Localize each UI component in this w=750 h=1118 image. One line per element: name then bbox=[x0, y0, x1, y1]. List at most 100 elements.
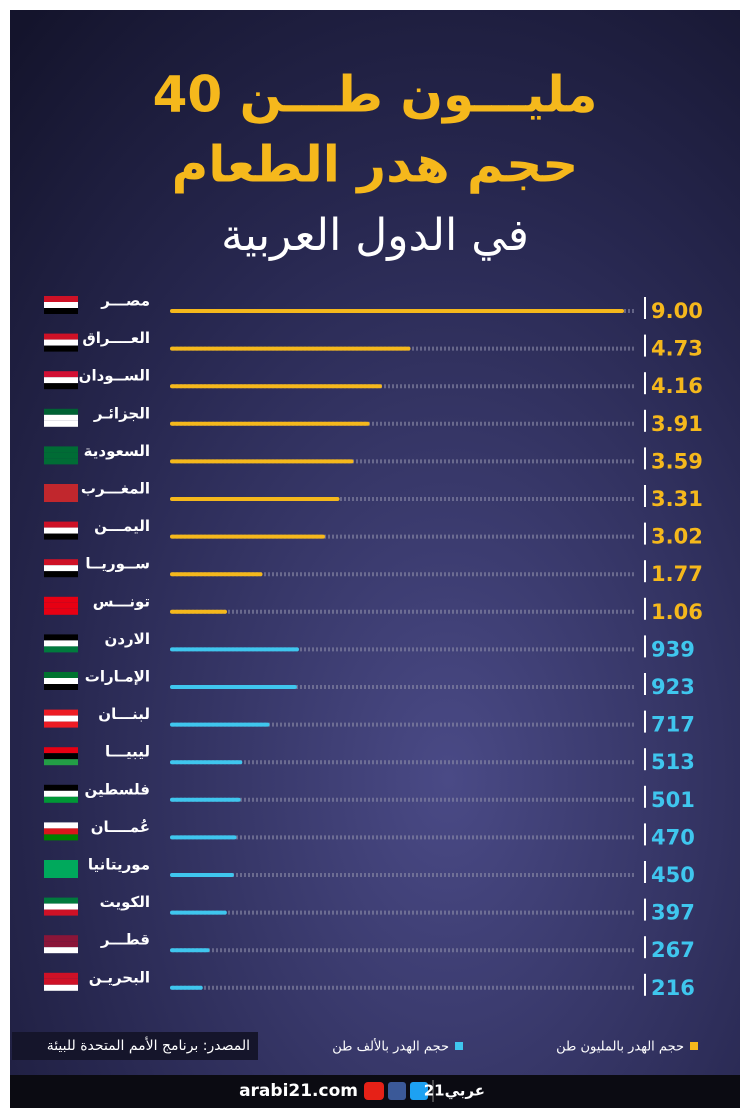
flag-stripe bbox=[44, 759, 78, 766]
value-label: 3.02 bbox=[651, 525, 703, 549]
flag-stripe bbox=[44, 496, 78, 502]
value-label: 1.06 bbox=[651, 600, 703, 624]
flag-stripe bbox=[44, 866, 78, 872]
title-line: حجم هدر الطعام bbox=[172, 136, 579, 194]
flag-stripe bbox=[44, 383, 78, 390]
value-label: 3.91 bbox=[651, 412, 703, 436]
flag-stripe bbox=[44, 672, 78, 678]
legend-swatch bbox=[690, 1042, 698, 1050]
country-label: العــــراق bbox=[82, 329, 150, 347]
flag-stripe bbox=[44, 345, 78, 352]
flag-stripe bbox=[44, 828, 78, 835]
country-label: البحريـن bbox=[89, 968, 150, 986]
country-label: الاردن bbox=[105, 630, 150, 648]
value-label: 923 bbox=[651, 675, 695, 699]
flag-stripe bbox=[44, 721, 78, 728]
flag-stripe bbox=[44, 559, 78, 566]
title-line: في الدول العربية bbox=[221, 210, 529, 261]
flag-stripe bbox=[44, 446, 78, 453]
flag-stripe bbox=[44, 596, 78, 603]
flag-stripe bbox=[44, 640, 78, 647]
flag-stripe bbox=[44, 860, 78, 866]
flag-stripe bbox=[44, 947, 78, 954]
value-label: 501 bbox=[651, 788, 695, 812]
value-label: 397 bbox=[651, 901, 695, 925]
flag-stripe bbox=[44, 747, 78, 754]
country-label: تونـــس bbox=[93, 592, 150, 610]
value-label: 1.77 bbox=[651, 562, 703, 586]
country-label: فلسطين bbox=[85, 780, 150, 798]
value-label: 939 bbox=[651, 637, 695, 661]
flag-stripe bbox=[44, 308, 78, 314]
flag-stripe bbox=[44, 984, 78, 991]
flag-stripe bbox=[44, 822, 78, 829]
flag-stripe bbox=[44, 715, 78, 722]
value-label: 717 bbox=[651, 713, 695, 737]
facebook-icon bbox=[388, 1082, 406, 1100]
flag-stripe bbox=[44, 978, 78, 985]
flag-stripe bbox=[44, 377, 78, 384]
country-label: موريتانيا bbox=[88, 856, 150, 874]
country-label: لبنـــان bbox=[98, 705, 150, 723]
value-label: 9.00 bbox=[651, 299, 703, 323]
flag-stripe bbox=[44, 533, 78, 540]
flag-stripe bbox=[44, 339, 78, 346]
country-label: الســودان bbox=[79, 367, 150, 385]
source: المصدر: برنامج الأمم المتحدة للبيئة bbox=[47, 1036, 250, 1054]
value-label: 216 bbox=[651, 976, 695, 1000]
flag-stripe bbox=[44, 608, 78, 615]
country-label: السعودية bbox=[84, 442, 150, 460]
flag-stripe bbox=[44, 484, 78, 490]
flag-stripe bbox=[44, 872, 78, 878]
title-line: 40 مليـــون طـــن bbox=[153, 66, 598, 125]
background bbox=[10, 10, 740, 1108]
value-label: 513 bbox=[651, 750, 695, 774]
value-label: 267 bbox=[651, 938, 695, 962]
flag-stripe bbox=[44, 420, 78, 427]
legend-label: حجم الهدر بالألف طن bbox=[332, 1038, 449, 1055]
flag-stripe bbox=[44, 684, 78, 690]
country-label: ســوريــا bbox=[85, 555, 150, 573]
flag-stripe bbox=[44, 834, 78, 841]
flag-stripe bbox=[44, 909, 78, 916]
flag-stripe bbox=[44, 678, 78, 684]
country-label: اليمـــن bbox=[94, 517, 150, 535]
value-label: 3.31 bbox=[651, 487, 703, 511]
value-label: 470 bbox=[651, 825, 695, 849]
flag-stripe bbox=[44, 333, 78, 340]
value-label: 3.59 bbox=[651, 449, 703, 473]
flag-stripe bbox=[44, 565, 78, 572]
footer-site: arabi21.com bbox=[239, 1081, 358, 1101]
flag-stripe bbox=[44, 709, 78, 716]
value-label: 4.16 bbox=[651, 374, 703, 398]
flag-stripe bbox=[44, 784, 78, 791]
value-label: 4.73 bbox=[651, 337, 703, 361]
footer-brand: عربي21 bbox=[424, 1082, 485, 1100]
flag-stripe bbox=[44, 571, 78, 578]
legend-label: حجم الهدر بالمليون طن bbox=[556, 1040, 684, 1055]
flag-stripe bbox=[44, 302, 78, 308]
country-label: ليبيـــا bbox=[105, 743, 150, 761]
flag-stripe bbox=[44, 490, 78, 496]
flag-stripe bbox=[44, 527, 78, 534]
source-box bbox=[12, 1032, 258, 1060]
country-label: الإمـارات bbox=[85, 668, 150, 686]
flag-stripe bbox=[44, 790, 78, 797]
country-label: المغـــرب bbox=[81, 480, 150, 498]
flag-stripe bbox=[44, 796, 78, 803]
country-label: مصـــر bbox=[100, 292, 150, 310]
legend-swatch bbox=[455, 1042, 463, 1050]
country-label: الجزائـر bbox=[93, 404, 150, 422]
flag-stripe bbox=[44, 452, 78, 459]
flag-stripe bbox=[44, 935, 78, 942]
flag-stripe bbox=[44, 371, 78, 378]
country-label: الكويت bbox=[100, 893, 150, 911]
flag-stripe bbox=[44, 521, 78, 528]
youtube-icon bbox=[364, 1082, 384, 1100]
twitter-icon bbox=[410, 1082, 428, 1100]
flag-stripe bbox=[44, 897, 78, 904]
country-label: قطـــر bbox=[100, 931, 150, 949]
flag-stripe bbox=[44, 646, 78, 653]
flag-stripe bbox=[44, 753, 78, 760]
